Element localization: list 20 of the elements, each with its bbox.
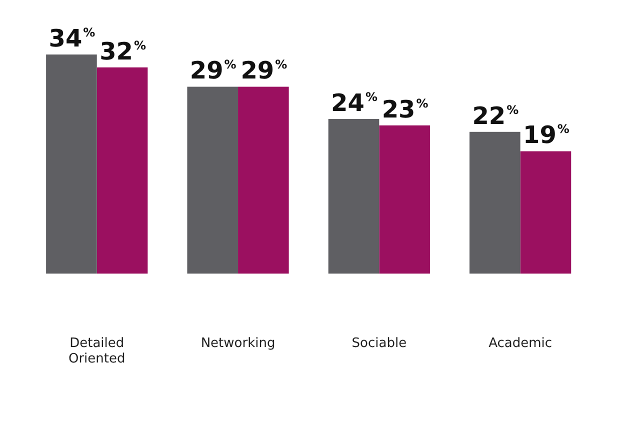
bar bbox=[328, 118, 380, 274]
data-label: 32% bbox=[100, 37, 146, 66]
data-label: 19% bbox=[523, 121, 570, 150]
data-label: 22% bbox=[472, 102, 519, 130]
x-tick-label: Networking bbox=[200, 336, 276, 351]
data-label: 29% bbox=[190, 56, 236, 85]
bar bbox=[379, 125, 430, 274]
data-label: 29% bbox=[240, 56, 288, 85]
bar bbox=[187, 86, 238, 274]
x-tick-label: Detailed Oriented bbox=[68, 336, 126, 367]
x-tick-label: Sociable bbox=[352, 336, 407, 351]
data-label: 23% bbox=[382, 95, 428, 124]
x-tick-label: Academic bbox=[488, 336, 552, 351]
bar bbox=[520, 151, 572, 274]
bar bbox=[238, 86, 289, 274]
bar bbox=[470, 132, 520, 274]
data-label: 34% bbox=[48, 24, 96, 52]
data-label: 24% bbox=[331, 88, 378, 117]
bar bbox=[46, 54, 97, 274]
bar bbox=[96, 67, 148, 274]
